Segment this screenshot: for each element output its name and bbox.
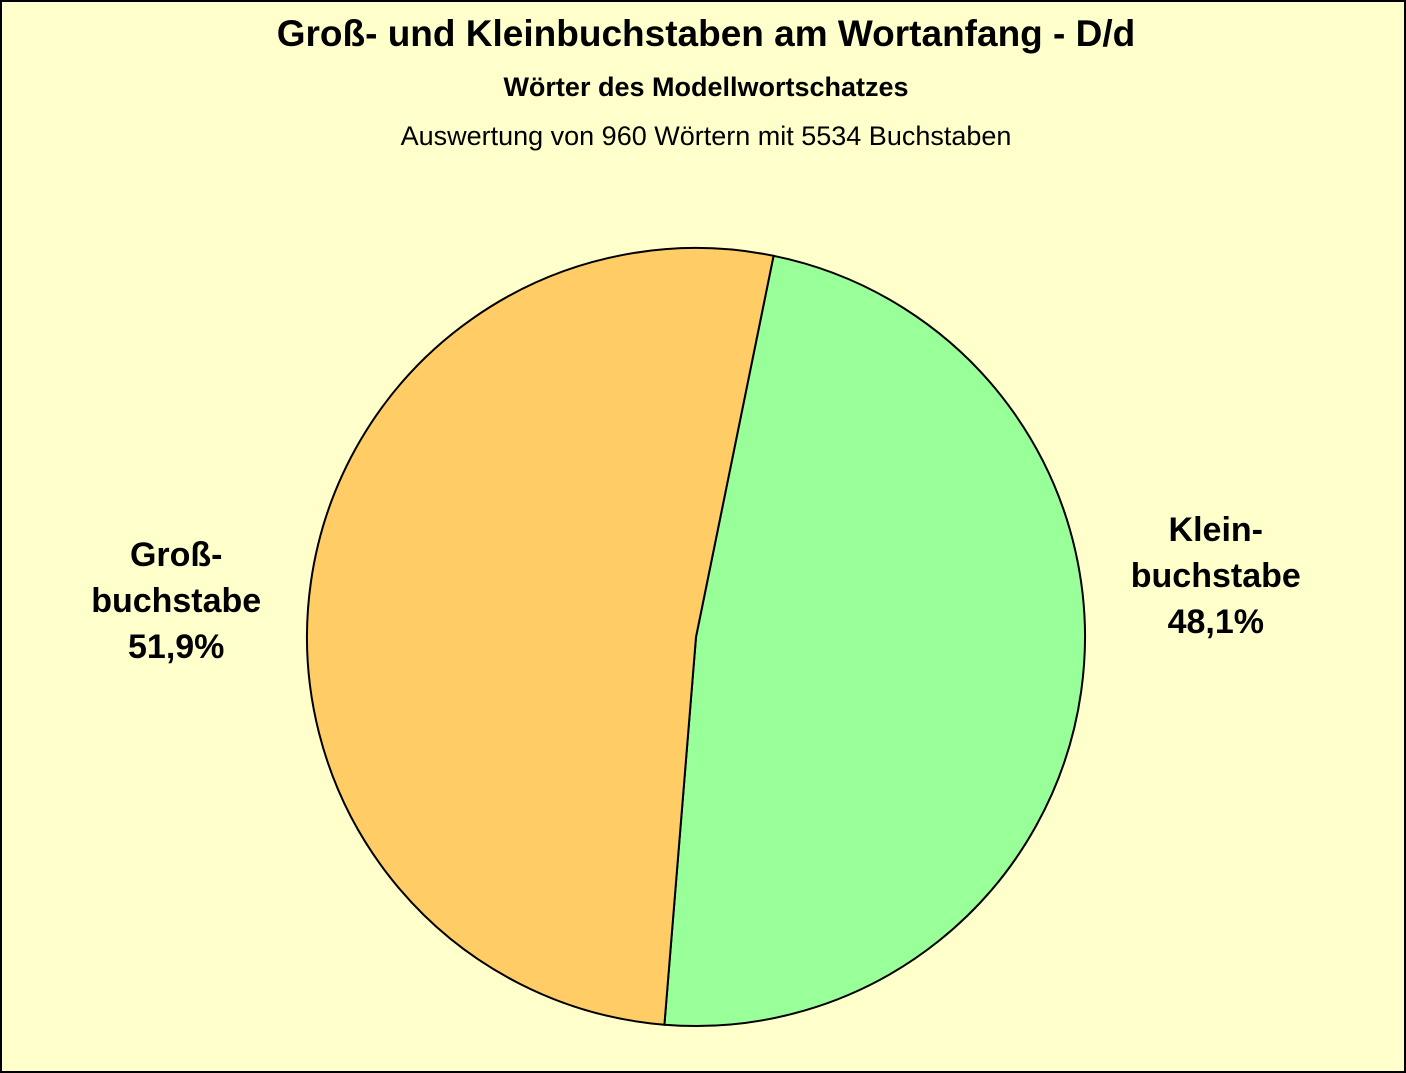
slice-label-line: Klein- bbox=[1169, 511, 1263, 549]
chart-subtitle: Wörter des Modellwortschatzes bbox=[503, 72, 908, 102]
slice-label: Groß-buchstabe 51,9% bbox=[91, 536, 261, 666]
slice-value-label: 51,9% bbox=[128, 628, 224, 666]
slice-label: Klein-buchstabe 48,1% bbox=[1131, 511, 1301, 641]
pie-slice bbox=[663, 254, 1086, 1027]
pie-slice bbox=[306, 247, 775, 1026]
slice-value-label: 48,1% bbox=[1168, 603, 1264, 641]
chart-note: Auswertung von 960 Wörtern mit 5534 Buch… bbox=[401, 121, 1012, 151]
slice-label-line: buchstabe bbox=[91, 582, 261, 620]
slice-label-line: Groß- bbox=[130, 536, 223, 574]
slice-label-line: buchstabe bbox=[1131, 557, 1301, 595]
chart-title: Groß- und Kleinbuchstaben am Wortanfang … bbox=[277, 13, 1136, 54]
